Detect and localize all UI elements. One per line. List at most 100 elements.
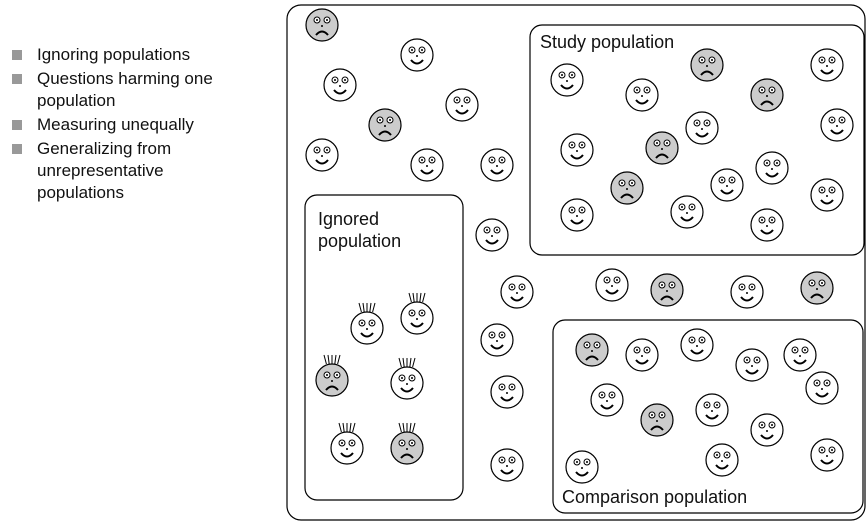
happy-face: [323, 68, 357, 102]
nose: [711, 410, 713, 412]
pupil: [656, 142, 658, 144]
mouth: [680, 216, 694, 222]
pupil: [316, 19, 318, 21]
nose: [826, 455, 828, 457]
pupil: [576, 461, 578, 463]
mouth: [690, 349, 704, 355]
pupil: [731, 179, 733, 181]
nose: [461, 105, 463, 107]
happy-face: [410, 148, 444, 182]
hair: [352, 422, 356, 433]
hair: [402, 357, 405, 368]
nose: [666, 290, 668, 292]
happy-face: [735, 348, 769, 382]
mouth: [410, 322, 424, 328]
mouth: [760, 434, 774, 440]
happy-face: [595, 268, 629, 302]
comparison-label: Comparison population: [562, 487, 748, 507]
mouth: [490, 169, 504, 175]
happy-face: [400, 38, 434, 72]
sad-face: [650, 273, 684, 307]
pupil: [361, 322, 363, 324]
happy-face: [550, 63, 584, 97]
mouth: [655, 153, 669, 159]
nose: [766, 95, 768, 97]
mouth: [830, 129, 844, 135]
pupil: [716, 454, 718, 456]
pupil: [696, 122, 698, 124]
pupil: [421, 312, 423, 314]
happy-face: [685, 111, 719, 145]
happy-face: [755, 151, 789, 185]
nose: [686, 212, 688, 214]
pupil: [691, 339, 693, 341]
nose: [721, 460, 723, 462]
hair: [358, 302, 362, 313]
hair: [409, 357, 412, 368]
pupil: [816, 382, 818, 384]
nose: [706, 65, 708, 67]
comparison-box: [552, 319, 864, 514]
nose: [746, 292, 748, 294]
pupil: [411, 442, 413, 444]
pupil: [501, 334, 503, 336]
pupil: [631, 182, 633, 184]
mouth: [485, 239, 499, 245]
sad-face: [575, 333, 609, 367]
pupil: [766, 162, 768, 164]
hair: [398, 357, 402, 368]
pupil: [821, 189, 823, 191]
pupil: [711, 59, 713, 61]
nose: [751, 365, 753, 367]
pupil: [611, 394, 613, 396]
nose: [726, 185, 728, 187]
mouth: [820, 199, 834, 205]
bullet: Generalizing from unrepresentative popul…: [12, 138, 252, 204]
mouth: [500, 469, 514, 475]
sad-face: [305, 8, 339, 42]
pupil: [586, 461, 588, 463]
nose: [799, 355, 801, 357]
nose: [591, 350, 593, 352]
happy-face: [590, 383, 624, 417]
pupil: [491, 334, 493, 336]
mouth: [635, 99, 649, 105]
nose: [696, 345, 698, 347]
pupil: [501, 459, 503, 461]
hair: [412, 422, 416, 433]
mouth: [490, 344, 504, 350]
sad-face: [645, 131, 679, 165]
hair: [369, 302, 372, 313]
nose: [641, 355, 643, 357]
pupil: [751, 286, 753, 288]
nose: [606, 400, 608, 402]
happy-face: [810, 178, 844, 212]
happy-face: [490, 375, 524, 409]
pupil: [379, 119, 381, 121]
nose: [576, 215, 578, 217]
sad-face: [800, 271, 834, 305]
mouth: [810, 293, 824, 299]
mouth: [793, 359, 807, 365]
pupil: [666, 142, 668, 144]
ignored-box: [304, 194, 464, 501]
happy-face: [560, 198, 594, 232]
mouth: [705, 414, 719, 420]
nose: [331, 380, 333, 382]
pupil: [746, 359, 748, 361]
pupil: [756, 359, 758, 361]
hair: [412, 292, 415, 303]
pupil: [581, 209, 583, 211]
mouth: [420, 169, 434, 175]
pupil: [761, 89, 763, 91]
pupil: [326, 374, 328, 376]
hair: [327, 354, 330, 365]
nose: [611, 285, 613, 287]
pupil: [636, 349, 638, 351]
pupil: [726, 454, 728, 456]
pupil: [831, 189, 833, 191]
pupil: [336, 374, 338, 376]
hair: [402, 422, 405, 433]
nose: [516, 292, 518, 294]
pupil: [821, 59, 823, 61]
